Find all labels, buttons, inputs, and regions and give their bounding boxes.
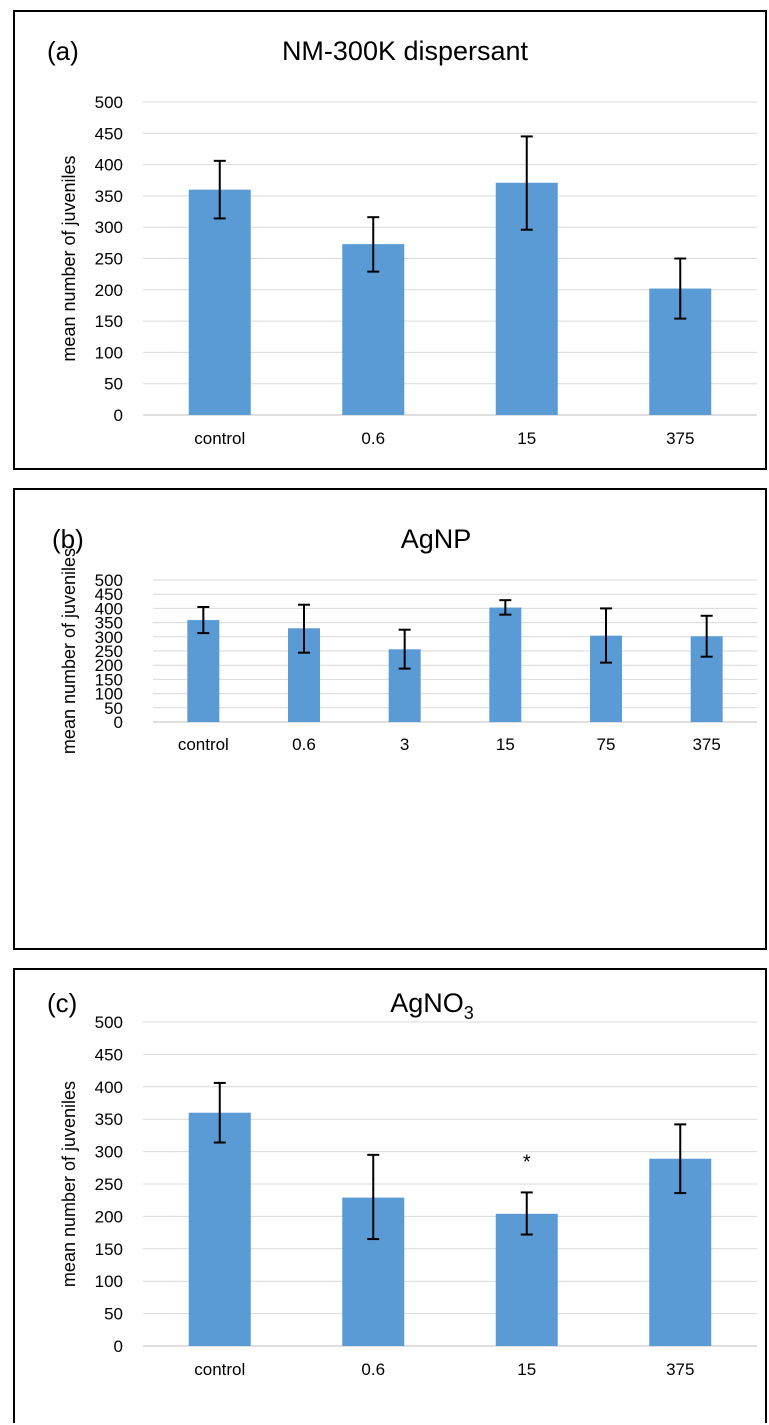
y-tick-label: 350 — [95, 187, 123, 206]
chart-panel-c: 0 50 100 150 200 250 300 350 400 450 500 mean numbe… — [13, 968, 767, 1423]
y-tick-label: 150 — [95, 312, 123, 331]
y-axis-label: mean number of juveniles — [59, 155, 79, 361]
y-tick-label: 450 — [95, 585, 123, 604]
y-tick-label: 100 — [95, 685, 123, 704]
x-category-label: 3 — [400, 735, 409, 754]
chart-title-subscript: 3 — [464, 1003, 474, 1023]
x-category-label: 0.6 — [292, 735, 316, 754]
y-tick-label: 500 — [95, 571, 123, 590]
chart-panel-a: 0 50 100 150 200 250 300 350 400 450 500 mean numbe… — [13, 10, 767, 470]
chart-a-plot: 0 50 100 150 200 250 300 350 400 450 500 mean numbe… — [47, 36, 757, 448]
y-tick-label: 50 — [104, 375, 123, 394]
chart-panel-b: 0 50 100 150 200 250 300 350 400 450 500 mean numbe… — [13, 488, 767, 950]
panel-label: (b) — [52, 524, 84, 554]
x-category-label: control — [194, 429, 245, 448]
x-category-label: 375 — [666, 429, 694, 448]
x-category-label: 0.6 — [361, 429, 385, 448]
y-tick-label: 150 — [95, 1240, 123, 1259]
bar — [188, 1112, 251, 1346]
y-tick-label: 500 — [95, 1013, 123, 1032]
y-tick-label: 150 — [95, 670, 123, 689]
chart-title: AgNP — [401, 524, 472, 554]
chart-title: AgNO3 — [390, 988, 474, 1023]
bar — [495, 1213, 558, 1346]
y-tick-label: 100 — [95, 343, 123, 362]
x-category-label: 0.6 — [361, 1360, 385, 1379]
x-category-label: 15 — [517, 1360, 536, 1379]
y-tick-label: 300 — [95, 1143, 123, 1162]
bar — [489, 607, 522, 722]
y-tick-label: 200 — [95, 1207, 123, 1226]
y-tick-label: 100 — [95, 1272, 123, 1291]
x-category-label: 15 — [496, 735, 515, 754]
y-tick-label: 450 — [95, 1045, 123, 1064]
bar — [188, 189, 251, 415]
y-tick-label: 250 — [95, 1175, 123, 1194]
chart-c-plot: 0 50 100 150 200 250 300 350 400 450 500 mean numbe… — [47, 988, 757, 1379]
y-tick-label: 350 — [95, 614, 123, 633]
x-category-label: 75 — [597, 735, 616, 754]
y-tick-label: 400 — [95, 599, 123, 618]
y-tick-label: 250 — [95, 250, 123, 269]
y-tick-label: 200 — [95, 281, 123, 300]
significance-marker: * — [523, 1151, 531, 1173]
y-axis-label: mean number of juveniles — [59, 1081, 79, 1287]
x-category-label: 375 — [692, 735, 720, 754]
y-tick-label: 50 — [104, 1305, 123, 1324]
y-tick-label: 0 — [114, 406, 123, 425]
y-tick-label: 450 — [95, 124, 123, 143]
x-category-label: control — [178, 735, 229, 754]
chart-title: NM-300K dispersant — [282, 36, 529, 66]
y-tick-label: 50 — [104, 699, 123, 718]
y-tick-label: 0 — [114, 713, 123, 732]
y-tick-label: 400 — [95, 1078, 123, 1097]
y-tick-label: 250 — [95, 642, 123, 661]
panel-label: (a) — [47, 36, 79, 66]
x-category-label: 375 — [666, 1360, 694, 1379]
y-tick-label: 400 — [95, 156, 123, 175]
y-tick-label: 300 — [95, 628, 123, 647]
y-axis-label: mean number of juveniles — [59, 548, 79, 754]
panel-label: (c) — [47, 988, 77, 1018]
x-category-label: 15 — [517, 429, 536, 448]
bar — [187, 620, 220, 722]
y-tick-label: 200 — [95, 656, 123, 675]
y-tick-label: 300 — [95, 218, 123, 237]
y-tick-label: 350 — [95, 1110, 123, 1129]
y-tick-label: 500 — [95, 93, 123, 112]
y-tick-label: 0 — [114, 1337, 123, 1356]
x-category-label: control — [194, 1360, 245, 1379]
